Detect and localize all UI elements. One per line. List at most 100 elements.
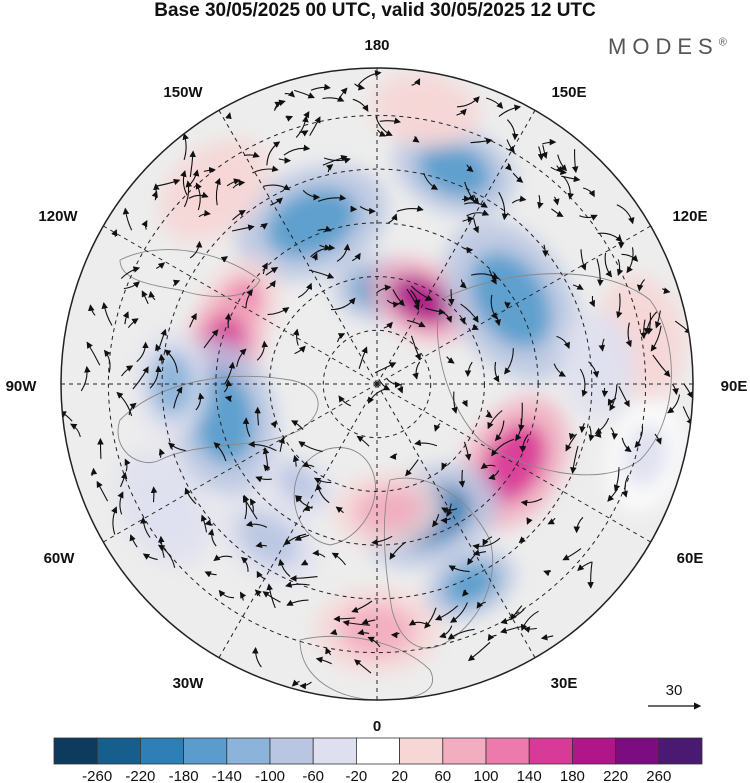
coastlines [117, 249, 672, 700]
wind-arrow [440, 517, 452, 524]
wind-arrow [588, 295, 595, 308]
lon-label-0: 0 [373, 718, 381, 735]
wind-arrow [412, 361, 421, 380]
wind-arrow [189, 150, 197, 177]
colorbar-swatch [269, 737, 314, 765]
wind-arrow [266, 280, 276, 290]
coastline-europe [383, 477, 494, 649]
wind-arrow [245, 289, 253, 309]
wind-arrow [322, 95, 345, 102]
wind-arrow [285, 581, 310, 588]
wind-arrow [308, 269, 335, 279]
wind-arrow [356, 435, 370, 447]
wind-arrow [662, 287, 671, 295]
wind-arrow [485, 410, 493, 419]
wind-arrow [654, 310, 662, 329]
wind-arrow [294, 534, 310, 541]
wind-arrow [470, 272, 499, 279]
wind-arrow [621, 437, 632, 453]
wind-arrow [354, 83, 366, 91]
wind-arrow [173, 386, 183, 409]
wind-arrow [491, 438, 515, 457]
wind-arrow [389, 541, 407, 560]
anomaly-core [354, 487, 422, 533]
wind-arrow [551, 208, 564, 217]
latitude-circle [322, 329, 432, 439]
wind-vectors [61, 70, 693, 690]
colorbar-tick-label: -180 [169, 768, 199, 783]
wind-arrow [318, 194, 347, 202]
wind-arrow [354, 659, 372, 674]
wind-arrow [504, 348, 514, 375]
wind-arrow [456, 108, 467, 116]
wind-arrow [487, 633, 497, 642]
colorbar-tick-label: -100 [255, 768, 285, 783]
wind-arrow [168, 442, 186, 452]
wind-arrow [156, 262, 166, 270]
wind-arrow [396, 205, 424, 212]
wind-arrow [607, 488, 619, 502]
wind-arrow [352, 98, 369, 112]
wind-arrow [189, 312, 197, 328]
wind-arrow [218, 589, 235, 599]
map-title: Base 30/05/2025 00 UTC, valid 30/05/2025… [154, 0, 596, 21]
wind-arrow [117, 491, 124, 515]
wind-arrow [636, 279, 646, 292]
map-boundary [60, 67, 694, 701]
wind-arrow [376, 284, 392, 294]
wind-arrow [317, 225, 332, 232]
wind-arrow [494, 420, 505, 442]
wind-arrow [330, 628, 338, 636]
wind-arrow [543, 570, 552, 577]
wind-arrow [573, 516, 584, 534]
wind-arrow [326, 164, 334, 173]
wind-arrow [667, 394, 681, 414]
colorbar-tick-label: -20 [346, 768, 368, 783]
wind-arrow [157, 544, 176, 568]
wind-arrow [292, 328, 300, 346]
wind-arrow [383, 321, 393, 329]
wind-arrow [302, 504, 313, 512]
wind-arrow [111, 229, 118, 237]
wind-arrow [634, 426, 644, 448]
lon-label-150e: 150E [551, 84, 586, 101]
colorbar-swatch [355, 737, 400, 765]
wind-arrow [486, 97, 504, 109]
wind-reference: 30 [648, 682, 702, 710]
wind-arrow [616, 259, 624, 276]
wind-arrow [515, 418, 522, 442]
wind-arrow [141, 290, 149, 305]
wind-arrow [278, 436, 285, 452]
wind-arrow [512, 172, 524, 183]
wind-arrow [70, 423, 81, 438]
wind-arrow [621, 253, 639, 262]
wind-arrow [392, 289, 405, 307]
wind-arrow [294, 345, 306, 355]
latitude-circle [107, 114, 647, 654]
wind-arrow [155, 343, 162, 352]
wind-arrow [458, 469, 466, 488]
wind-arrow [471, 323, 479, 330]
anomaly-core [481, 423, 547, 503]
wind-arrow [309, 116, 321, 136]
anomaly-core [266, 188, 358, 258]
wind-arrow [374, 362, 397, 374]
wind-arrow [359, 206, 376, 215]
wind-arrow [204, 571, 217, 578]
wind-arrow [520, 498, 543, 507]
wind-arrow [463, 441, 472, 461]
wind-arrow [537, 194, 544, 209]
wind-arrow [96, 480, 109, 502]
wind-arrow [260, 223, 268, 230]
wind-arrow [470, 137, 493, 145]
wind-arrow [300, 559, 309, 566]
wind-arrow [310, 83, 331, 91]
wind-arrow [654, 433, 662, 445]
wind-arrow [120, 471, 128, 488]
coastline-canada [117, 375, 319, 464]
wind-arrow [386, 378, 402, 389]
coastline-africa [299, 635, 433, 700]
lon-label-150w: 150W [163, 84, 203, 101]
wind-arrow [414, 439, 438, 447]
wind-arrow [263, 464, 271, 472]
